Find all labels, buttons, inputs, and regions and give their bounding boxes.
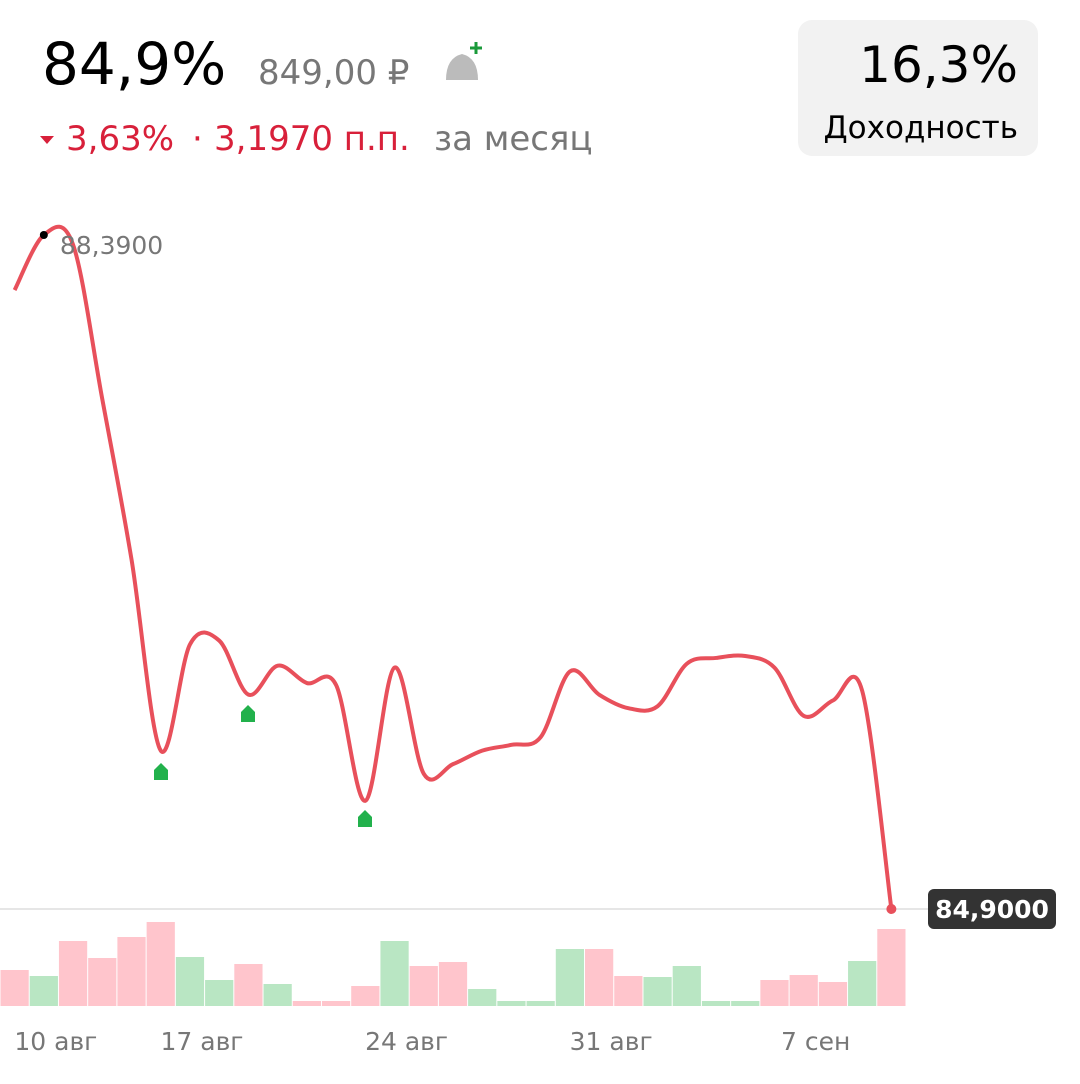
volume-bar — [0, 970, 29, 1006]
x-tick-label: 17 авг — [160, 1027, 243, 1056]
last-label: 84,9000 — [935, 895, 1049, 924]
volume-bar — [672, 966, 701, 1006]
volume-bar — [497, 1001, 526, 1006]
plus-icon — [470, 42, 482, 54]
x-tick-label: 10 авг — [14, 1027, 97, 1056]
volume-bar — [848, 961, 877, 1006]
max-point — [39, 231, 48, 239]
trade-marker — [154, 763, 168, 780]
trade-marker — [358, 810, 372, 827]
last-label-bg — [928, 889, 1056, 929]
price-rub: 849,00 ₽ — [258, 53, 409, 93]
volume-bar — [731, 1001, 760, 1006]
volume-bar — [585, 949, 614, 1006]
volume-bar — [380, 941, 409, 1006]
down-arrow — [40, 136, 54, 144]
separator: · — [192, 119, 203, 159]
last-point — [886, 904, 897, 914]
yield-box[interactable] — [798, 20, 1038, 156]
period: за месяц — [434, 119, 593, 159]
volume-bar — [555, 949, 585, 1006]
volume-bar — [877, 929, 906, 1006]
volume-bar — [701, 1001, 731, 1006]
volume-bar — [438, 962, 468, 1006]
volume-bar — [409, 966, 438, 1006]
yield-label: Доходность — [823, 110, 1018, 146]
volume-bar — [29, 976, 58, 1006]
alert-bell[interactable] — [446, 42, 482, 80]
volume-bar — [263, 984, 292, 1006]
trade-markers — [154, 705, 372, 827]
volume-bar — [234, 964, 263, 1006]
volume-bar — [58, 941, 88, 1006]
price-percent: 84,9% — [42, 30, 226, 98]
volume-bar — [321, 1001, 351, 1006]
volume-bar — [205, 980, 234, 1006]
change-points: 3,1970 п.п. — [214, 119, 410, 159]
change-percent: 3,63% — [66, 119, 174, 159]
volume-bar — [818, 982, 848, 1006]
x-tick-label: 31 авг — [570, 1027, 653, 1056]
volume-bar — [760, 980, 789, 1006]
volume-bar — [351, 986, 380, 1006]
volume-bar — [117, 937, 146, 1006]
volume-bar — [88, 958, 117, 1006]
volume-bar — [468, 989, 497, 1006]
trade-marker — [241, 705, 255, 722]
price-line — [12, 224, 894, 910]
volume-bar — [175, 957, 205, 1006]
x-tick-label: 24 авг — [365, 1027, 448, 1056]
volume-bar — [526, 1001, 555, 1006]
volume-bar — [146, 922, 175, 1006]
max-label: 88,3900 — [60, 231, 163, 260]
volume-bar — [643, 977, 672, 1006]
x-tick-label: 7 сен — [781, 1027, 850, 1056]
volume-bar — [789, 975, 818, 1006]
bell-icon — [446, 54, 478, 80]
volume-bar — [292, 1001, 321, 1006]
yield-value: 16,3% — [859, 36, 1018, 94]
volume-bar — [614, 976, 643, 1006]
